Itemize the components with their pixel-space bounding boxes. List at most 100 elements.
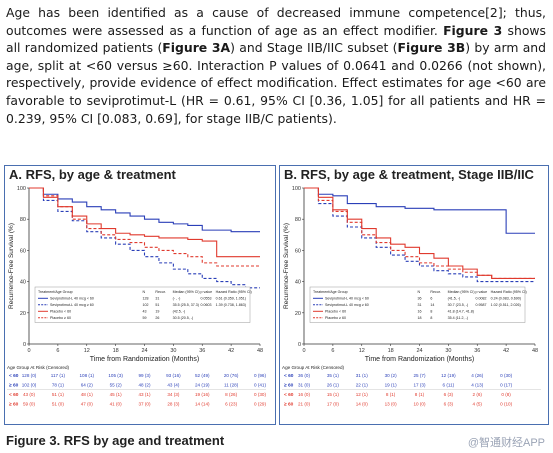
risk-cell: 0 (30) <box>254 392 266 397</box>
risk-table-header: Age Group At Risk (Censored) <box>282 365 345 370</box>
legend-cell: 35.5 (25.5, 37.3) <box>173 303 199 307</box>
risk-cell: 21 (0) <box>298 402 310 407</box>
y-tick-label: 60 <box>20 248 26 254</box>
km-curve-series-3 <box>29 187 260 267</box>
legend-series-name: Placebo < 60 <box>50 310 71 314</box>
y-tick-label: 40 <box>20 280 26 286</box>
legend-cell: (41.5, -) <box>448 297 461 301</box>
legend-cell: 128 <box>143 297 149 301</box>
x-tick-label: 36 <box>199 348 205 354</box>
risk-cell: 43 (1) <box>138 392 150 397</box>
risk-cell: 4 (5) <box>473 402 483 407</box>
risk-cell: 55 (2) <box>110 383 122 388</box>
legend-series-name: Seviprotimut-L 40 mcg < 60 <box>325 297 369 301</box>
legend-cell: 8 <box>430 316 432 320</box>
x-tick-label: 42 <box>503 348 509 354</box>
para-fig3a: Figure 3A <box>162 40 231 56</box>
risk-cell: 43 (4) <box>167 383 179 388</box>
risk-cell: 30 (2) <box>385 373 397 378</box>
legend-cell: 0.0603 <box>201 303 212 307</box>
legend-cell: 35.4 (11.2, -) <box>448 316 468 320</box>
legend-header-cell: Hazard Ratio (95% CI) <box>491 290 527 294</box>
x-tick-label: 12 <box>359 348 365 354</box>
legend-cell: 18 <box>418 316 422 320</box>
legend-box <box>309 286 526 323</box>
legend-header-cell: Treatment/Age Group <box>38 290 73 294</box>
risk-cell: 6 (23) <box>225 402 237 407</box>
km-plot-b: 0 20 40 60 80 100 0 6 12 18 24 30 36 42 48 Time from Ra… <box>282 186 541 408</box>
x-tick-label: 18 <box>388 348 394 354</box>
risk-cell: 117 (1) <box>51 373 66 378</box>
chart-panel-b: B. RFS, by age & treatment, Stage IIB/II… <box>279 165 549 425</box>
legend-cell: 1.39 (0.738, 1.863) <box>216 303 246 307</box>
x-tick-label: 12 <box>84 348 90 354</box>
y-tick-label: 60 <box>295 248 301 254</box>
risk-cell: 15 (1) <box>327 392 339 397</box>
km-curve-series-3 <box>304 187 535 280</box>
legend-header-cell: Median (95% CI) <box>448 290 475 294</box>
risk-cell: 6 (3) <box>444 402 454 407</box>
y-axis-label: Recurrence-Free Survival (%) <box>8 223 15 309</box>
x-tick-label: 24 <box>416 348 422 354</box>
legend-cell: 19 <box>155 310 159 314</box>
risk-cell: 0 (29) <box>254 402 266 407</box>
risk-cell: 78 (1) <box>52 383 64 388</box>
risk-cell: 25 (7) <box>413 373 425 378</box>
legend-header-cell: Hazard Ratio (95% CI) <box>216 290 252 294</box>
risk-cell: 19 (1) <box>385 383 397 388</box>
x-axis-label: Time from Randomization (Months) <box>365 356 474 363</box>
y-tick-label: 100 <box>17 186 26 192</box>
x-tick-label: 6 <box>56 348 59 354</box>
risk-cell: 11 (28) <box>224 383 239 388</box>
risk-cell: 4 (26) <box>471 373 483 378</box>
y-tick-label: 20 <box>20 311 26 317</box>
risk-cell: 31 (0) <box>298 383 310 388</box>
legend-cell: 1.02 (0.511, 2.026) <box>491 303 521 307</box>
risk-row-label: ≥ 60 <box>9 402 19 408</box>
risk-cell: 43 (0) <box>23 392 35 397</box>
risk-cell: 17 (3) <box>413 383 425 388</box>
risk-cell: 20 (76) <box>224 373 239 378</box>
risk-cell: 24 (19) <box>195 383 210 388</box>
legend-cell: 43 <box>143 310 147 314</box>
chart-panel-a: A. RFS, by age & treatment 0 20 40 60 80 100 0… <box>4 165 276 425</box>
para-fig3: Figure 3 <box>443 22 503 38</box>
risk-row-label: ≥ 60 <box>284 383 294 389</box>
x-tick-label: 18 <box>113 348 119 354</box>
risk-cell: 0 (41) <box>254 383 266 388</box>
risk-cell: 10 (0) <box>413 402 425 407</box>
legend-cell: 0.0082 <box>476 297 487 301</box>
x-axis-label: Time from Randomization (Months) <box>90 356 199 363</box>
legend-cell: 51 <box>155 303 159 307</box>
risk-cell: 14 (0) <box>356 402 368 407</box>
risk-cell: 0 (17) <box>500 383 512 388</box>
risk-cell: 16 (0) <box>298 392 310 397</box>
risk-cell: 36 (0) <box>298 373 310 378</box>
legend-series-name: Placebo ≥ 60 <box>325 316 346 320</box>
risk-cell: 47 (0) <box>81 402 93 407</box>
km-curve-series-0 <box>304 187 535 234</box>
x-tick-label: 36 <box>474 348 480 354</box>
risk-cell: 45 (1) <box>110 392 122 397</box>
km-curve-series-0 <box>29 187 260 233</box>
risk-cell: 64 (2) <box>81 383 93 388</box>
risk-cell: 105 (3) <box>108 373 123 378</box>
legend-series-name: Seviprotimut-L 40 mcg < 60 <box>50 297 94 301</box>
legend-header-cell: Treatment/Age Group <box>313 290 348 294</box>
risk-cell: 26 (1) <box>327 383 339 388</box>
legend-cell: 41.8 (14.7, 41.8) <box>448 310 474 314</box>
x-tick-label: 0 <box>27 348 30 354</box>
x-tick-label: 0 <box>302 348 305 354</box>
legend-cell: (42.5, -) <box>173 310 186 314</box>
risk-cell: 0 (8) <box>501 392 511 397</box>
legend-series-name: Seviprotimut-L 40 mcg ≥ 60 <box>325 303 369 307</box>
risk-row-label: < 60 <box>9 373 19 379</box>
risk-cell: 6 (11) <box>443 383 455 388</box>
risk-cell: 19 (16) <box>195 392 210 397</box>
legend-series-name: Placebo < 60 <box>325 310 346 314</box>
risk-row-label: < 60 <box>284 392 294 398</box>
x-tick-label: 42 <box>228 348 234 354</box>
risk-cell: 31 (1) <box>356 373 368 378</box>
km-curve-series-1 <box>304 187 535 283</box>
risk-cell: 41 (0) <box>110 402 122 407</box>
